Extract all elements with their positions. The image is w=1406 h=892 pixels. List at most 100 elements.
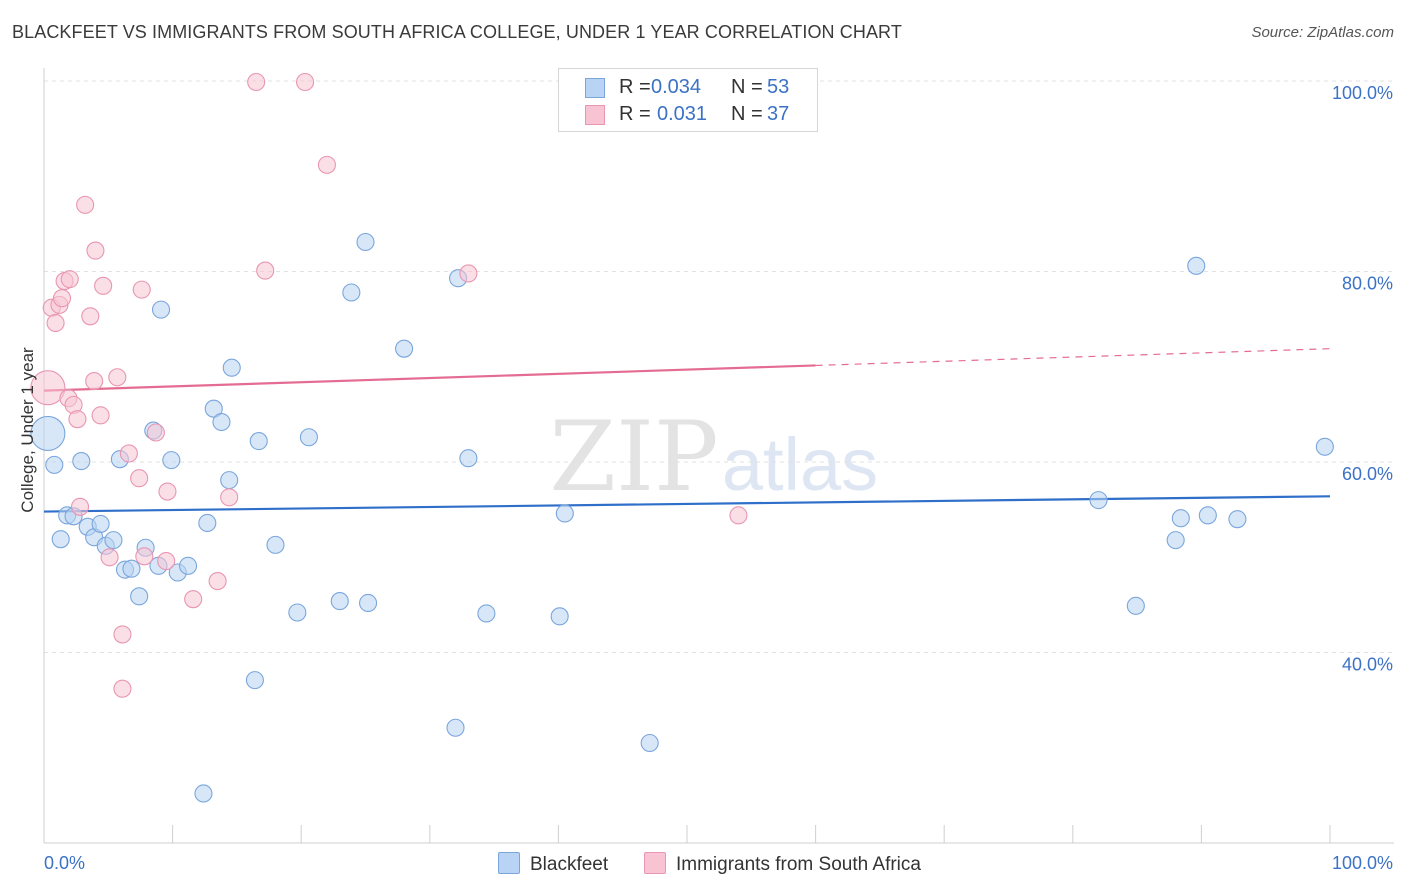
blackfeet-point — [359, 593, 378, 613]
legend-label-blackfeet: Blackfeet — [530, 854, 609, 875]
watermark: ZIP atlas — [549, 401, 878, 513]
blackfeet-point — [198, 513, 217, 533]
immigrants-point — [113, 679, 132, 698]
y-axis-label-wrap: College, Under 1 year — [16, 300, 40, 560]
legend-item-immigrants[interactable]: Immigrants from South Africa — [644, 852, 921, 877]
blackfeet-point — [299, 428, 318, 447]
immigrants-point — [247, 72, 266, 92]
immigrants-point — [157, 552, 176, 571]
blackfeet-point — [1228, 510, 1247, 529]
immigrants-point — [30, 370, 66, 406]
immigrants-point — [81, 307, 100, 326]
blackfeet-point — [212, 412, 231, 432]
immigrants-point — [86, 241, 105, 260]
y-tick-label: 80.0% — [1342, 274, 1393, 294]
immigrants-point — [146, 423, 165, 442]
blackfeet-trend-line — [43, 495, 1331, 513]
x-tick-label: 0.0% — [44, 853, 85, 873]
blackfeet-point — [640, 733, 659, 753]
chart-title: BLACKFEET VS IMMIGRANTS FROM SOUTH AFRIC… — [12, 22, 902, 42]
immigrants-point — [108, 368, 127, 387]
r-label: R = — [619, 103, 651, 125]
immigrants-point — [68, 410, 87, 429]
immigrants-point — [94, 276, 113, 295]
immigrants-point — [52, 289, 72, 308]
immigrants-point — [70, 497, 90, 516]
r-value: 0.034 — [651, 76, 702, 98]
blackfeet-point — [220, 471, 239, 490]
immigrants-point — [60, 270, 79, 289]
y-axis-label: College, Under 1 year — [18, 347, 37, 513]
blackfeet-swatch-icon — [585, 78, 605, 98]
immigrants-point — [256, 261, 275, 280]
legend-item-blackfeet[interactable]: Blackfeet — [498, 852, 608, 877]
y-tick-label: 60.0% — [1342, 464, 1393, 484]
trend-lines — [43, 348, 1331, 513]
stats-legend: R = 0.034 N = 53 R = 0.031 N = 37 — [558, 68, 818, 132]
immigrants-point — [208, 572, 227, 591]
axes — [43, 68, 1394, 844]
blackfeet-point — [130, 587, 149, 606]
immigrants-point — [91, 406, 110, 425]
immigrants-point — [76, 195, 95, 214]
blackfeet-point — [395, 339, 414, 358]
watermark-atlas: atlas — [722, 423, 878, 506]
immigrants-point — [729, 506, 748, 525]
blackfeet-point — [104, 531, 123, 550]
immigrants-point — [135, 547, 154, 566]
immigrants-point — [459, 264, 478, 283]
blackfeet-point — [122, 559, 141, 578]
immigrants-point — [130, 469, 149, 488]
x-tick-labels: 0.0% 100.0% — [44, 853, 1393, 873]
immigrants-point — [85, 372, 104, 391]
immigrants-point — [317, 155, 336, 174]
watermark-zip: ZIP — [549, 401, 718, 513]
blackfeet-point — [151, 300, 171, 319]
blackfeet-point — [266, 535, 285, 554]
immigrants-point — [119, 444, 138, 463]
n-value: 53 — [767, 76, 790, 98]
blackfeet-point — [288, 603, 307, 622]
blackfeet-point — [1089, 491, 1108, 510]
immigrants-trend-line-extension — [815, 348, 1331, 367]
r-value: 0.031 — [657, 103, 708, 125]
blackfeet-point — [1198, 506, 1217, 525]
blackfeet-point — [204, 399, 223, 418]
blackfeet-points — [30, 232, 1334, 803]
blackfeet-point — [178, 556, 198, 575]
blackfeet-point — [459, 449, 478, 468]
blackfeet-point — [1315, 437, 1334, 456]
blackfeet-point — [550, 607, 569, 626]
blackfeet-point — [1126, 596, 1145, 615]
legend-label-immigrants: Immigrants from South Africa — [676, 854, 921, 875]
blackfeet-point — [1166, 531, 1185, 550]
y-tick-labels: 100.0% 80.0% 60.0% 40.0% — [1332, 83, 1393, 674]
n-label: N = — [731, 103, 763, 125]
immigrants-point — [46, 313, 65, 333]
blackfeet-legend-swatch-icon — [498, 852, 520, 874]
immigrants-point — [113, 625, 132, 644]
y-tick-label: 40.0% — [1342, 655, 1393, 675]
immigrants-point — [158, 482, 177, 501]
blackfeet-point — [162, 451, 181, 470]
r-label: R = — [619, 76, 651, 98]
immigrants-point — [184, 590, 203, 609]
blackfeet-point — [91, 514, 110, 533]
blackfeet-point — [45, 455, 64, 474]
n-label: N = — [731, 76, 763, 98]
immigrants-point — [296, 72, 315, 92]
immigrants-swatch-icon — [585, 105, 605, 125]
blackfeet-point — [51, 530, 70, 549]
blackfeet-point — [30, 415, 66, 452]
blackfeet-point — [222, 358, 241, 377]
n-value: 37 — [767, 103, 790, 125]
immigrants-legend-swatch-icon — [644, 852, 666, 874]
blackfeet-point — [72, 452, 91, 471]
immigrants-point — [132, 280, 151, 299]
source-credit: Source: ZipAtlas.com — [1251, 24, 1394, 41]
blackfeet-point — [330, 592, 349, 611]
blackfeet-point — [194, 784, 213, 803]
blackfeet-point — [1187, 256, 1206, 275]
gridlines — [44, 80, 1394, 654]
